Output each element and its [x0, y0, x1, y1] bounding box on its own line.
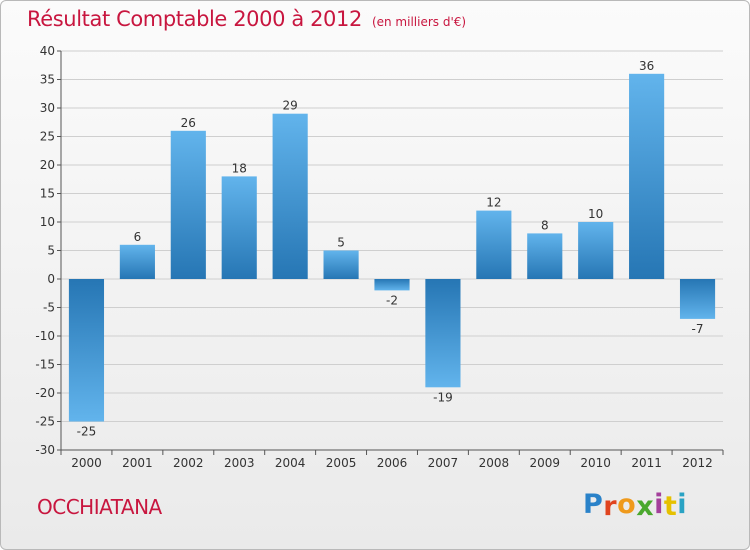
y-tick-label: -10 — [35, 329, 55, 343]
bar-2010 — [578, 222, 614, 279]
logo-letter: i — [677, 489, 688, 520]
bar-2006 — [374, 279, 410, 291]
logo-letter: i — [654, 489, 664, 520]
x-axis-ticks: 2000 2001 2002 2003 2004 2005 2006 2007 2008 2009… — [60, 450, 724, 470]
bar-2004 — [272, 113, 308, 279]
x-tick-label-2009: 2009 — [529, 456, 560, 470]
bar-2007 — [425, 279, 461, 388]
title-unit: (en milliers d'€) — [371, 15, 467, 29]
x-tick-label-2002: 2002 — [173, 456, 204, 470]
y-tick-label: 30 — [40, 101, 55, 115]
bar-2003 — [221, 176, 257, 279]
y-tick-label: 0 — [47, 272, 55, 286]
proxiti-logo: Proxiti — [583, 489, 688, 522]
bar-2002 — [170, 130, 206, 279]
bar-2000 — [68, 279, 105, 422]
x-tick-label-2008: 2008 — [479, 456, 510, 470]
x-tick-label-2010: 2010 — [580, 456, 611, 470]
x-tick-label-2004: 2004 — [275, 456, 306, 470]
chart-title: Résultat Comptable 2000 à 2012 (en millie… — [27, 7, 466, 31]
y-tick-label: -20 — [35, 386, 55, 400]
y-tick-label: 15 — [40, 187, 55, 201]
x-tick-label-2001: 2001 — [122, 456, 153, 470]
x-tick-label-2005: 2005 — [326, 456, 357, 470]
data-label-2010: 10 — [588, 207, 603, 221]
bar-2008 — [476, 210, 512, 279]
x-tick-label-2007: 2007 — [428, 456, 459, 470]
logo-letter: P — [583, 489, 604, 520]
bar-2011 — [629, 73, 665, 279]
y-tick-label: 25 — [40, 130, 55, 144]
gridlines — [61, 50, 723, 451]
x-tick-label-2012: 2012 — [682, 456, 713, 470]
y-tick-label: 40 — [40, 44, 55, 58]
data-label-2002: 26 — [181, 116, 196, 130]
bar-2001 — [119, 244, 155, 279]
x-tick-label-2000: 2000 — [71, 456, 102, 470]
logo-letter: o — [617, 489, 637, 520]
data-label-2003: 18 — [232, 161, 247, 175]
title-text: Résultat Comptable 2000 à 2012 — [27, 7, 362, 31]
bar-2012 — [679, 279, 716, 319]
y-tick-label: 35 — [40, 73, 55, 87]
y-axis-ticks: -30 -25 -20 -15 -10 -5 0 5 10 15 20 25 30 35 40 — [35, 44, 61, 457]
data-label-2009: 8 — [541, 218, 549, 232]
logo-letter: r — [603, 491, 618, 522]
y-tick-label: 20 — [40, 158, 55, 172]
y-tick-label: -5 — [43, 301, 55, 315]
data-label-2005: 5 — [337, 236, 345, 250]
x-tick-label-2006: 2006 — [377, 456, 408, 470]
data-labels: -25 6 26 18 29 5 -2 -19 12 8 10 36 -7 — [77, 59, 704, 439]
data-label-2006: -2 — [386, 293, 398, 307]
data-label-2012: -7 — [692, 322, 704, 336]
x-tick-label-2003: 2003 — [224, 456, 255, 470]
logo-letter: t — [663, 491, 678, 522]
y-tick-label: 10 — [40, 215, 55, 229]
y-tick-label: -15 — [35, 358, 55, 372]
y-tick-label: -25 — [35, 415, 55, 429]
data-label-2000: -25 — [77, 425, 97, 439]
data-label-2011: 36 — [639, 59, 654, 73]
bars — [68, 73, 716, 422]
data-label-2008: 12 — [486, 196, 501, 210]
bar-2009 — [527, 233, 563, 279]
y-tick-label: 5 — [47, 244, 55, 258]
commune-name: OCCHIATANA — [37, 495, 162, 519]
data-label-2001: 6 — [134, 230, 142, 244]
logo-letter: x — [636, 491, 655, 522]
y-tick-label: -30 — [35, 443, 55, 457]
bar-2005 — [323, 250, 359, 279]
x-tick-label-2011: 2011 — [631, 456, 662, 470]
data-label-2004: 29 — [283, 99, 298, 113]
data-label-2007: -19 — [433, 390, 453, 404]
